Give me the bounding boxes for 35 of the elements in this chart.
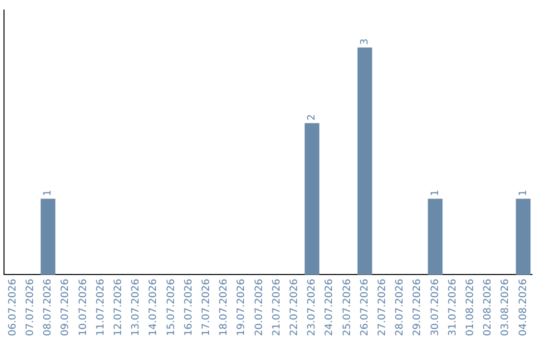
- x-tick-label: 15.07.2026: [166, 278, 177, 336]
- x-tick-label: 01.08.2026: [464, 278, 476, 336]
- data-label: 3: [359, 38, 370, 45]
- x-tick-label: 02.08.2026: [482, 278, 494, 336]
- x-tick-label: 10.07.2026: [78, 278, 89, 336]
- data-label: 1: [42, 190, 54, 196]
- data-label: 2: [306, 114, 318, 120]
- x-tick-label: 03.08.2026: [500, 278, 512, 336]
- x-tick-label: 30.07.2026: [430, 278, 441, 336]
- x-tick-label: 09.07.2026: [60, 278, 72, 336]
- x-tick-label: 11.07.2026: [95, 278, 106, 336]
- x-tick-label: 12.07.2026: [112, 278, 124, 336]
- x-tick-label: 07.07.2026: [24, 278, 36, 336]
- x-tick-label: 04.08.2026: [518, 278, 529, 336]
- x-tick-label: 14.07.2026: [148, 278, 160, 336]
- x-tick-label: 28.07.2026: [394, 278, 406, 336]
- x-tick-label: 25.07.2026: [342, 278, 353, 336]
- x-tick-label: 16.07.2026: [183, 278, 194, 336]
- x-tick-label: 13.07.2026: [130, 278, 142, 336]
- x-tick-label: 19.07.2026: [236, 278, 248, 336]
- x-tick-label: 17.07.2026: [200, 278, 212, 336]
- x-tick-label: 21.07.2026: [271, 278, 282, 336]
- x-tick-label: 26.07.2026: [359, 278, 370, 336]
- x-tick-label: 08.07.2026: [42, 278, 54, 336]
- x-tick-label: 06.07.2026: [7, 278, 18, 336]
- x-tick-label: 22.07.2026: [288, 278, 300, 336]
- x-tick-label: 18.07.2026: [218, 278, 230, 336]
- x-tick-label: 24.07.2026: [324, 278, 336, 336]
- x-tick-label: 31.07.2026: [447, 278, 458, 336]
- data-label: 1: [430, 190, 441, 196]
- x-tick-label: 29.07.2026: [412, 278, 424, 336]
- x-tick-label: 20.07.2026: [254, 278, 265, 336]
- x-tick-label: 23.07.2026: [306, 278, 318, 336]
- x-tick-label: 27.07.2026: [376, 278, 388, 336]
- data-label: 1: [518, 190, 529, 196]
